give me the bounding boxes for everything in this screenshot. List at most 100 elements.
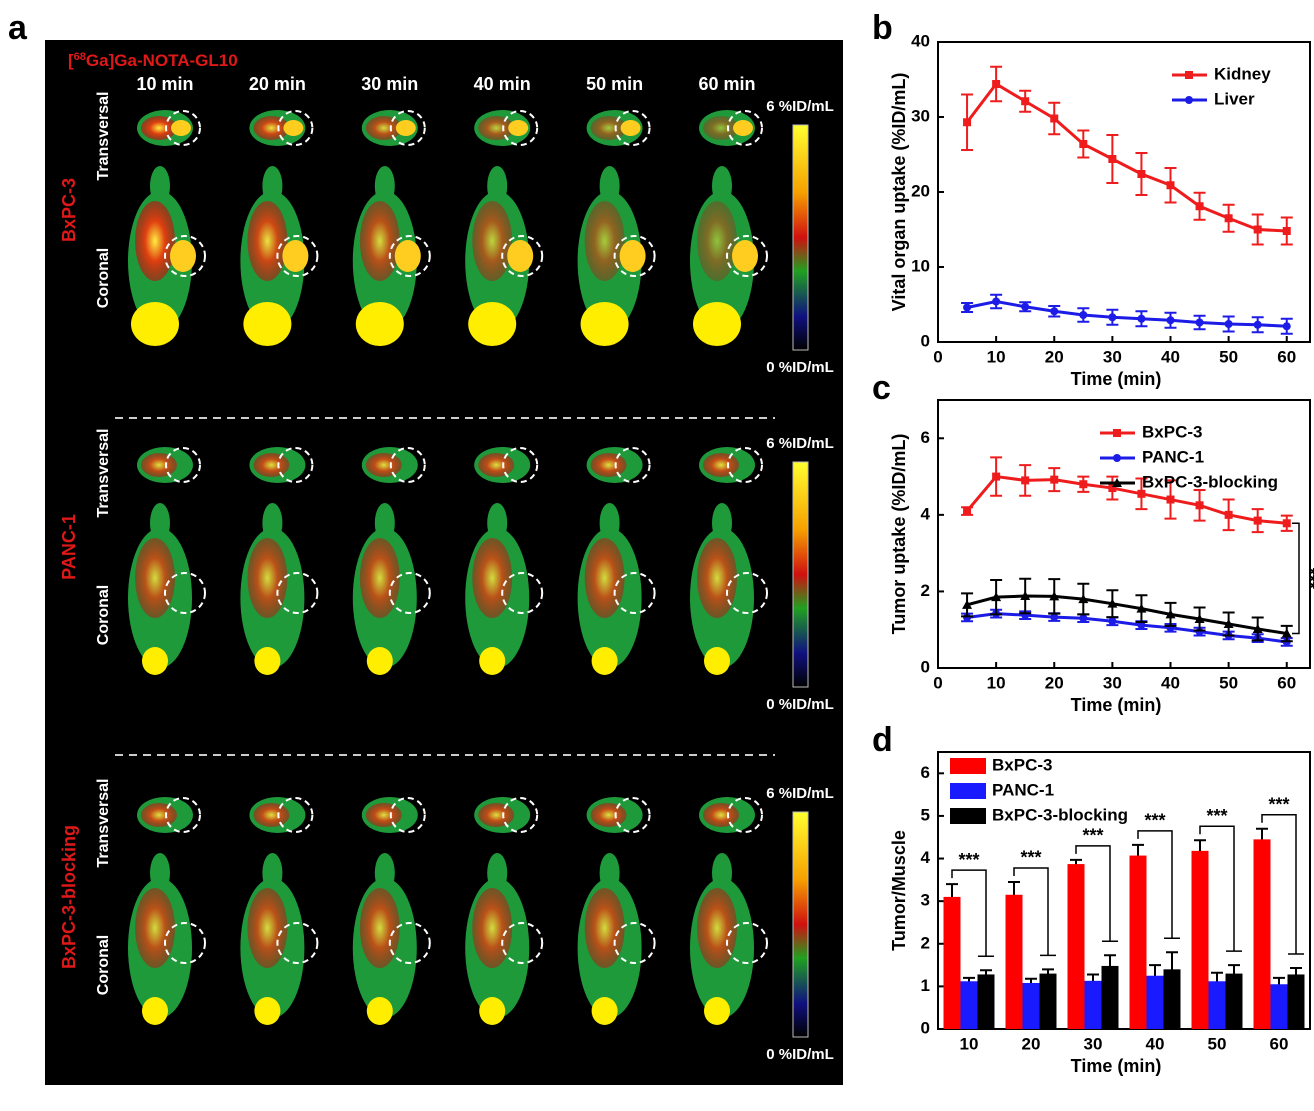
coronal-hotspot <box>697 538 737 618</box>
time-label: 20 min <box>249 74 306 94</box>
marker <box>1194 613 1205 623</box>
marker <box>1050 114 1059 123</box>
marker <box>1078 594 1089 604</box>
transversal-hotspot <box>478 453 515 477</box>
marker <box>1166 316 1175 325</box>
bladder <box>355 302 404 346</box>
transversal-hotspot <box>365 116 402 140</box>
time-label: 10 min <box>136 74 193 94</box>
colorbar <box>792 124 809 351</box>
marker <box>1252 623 1263 633</box>
significance-bracket <box>1292 522 1300 635</box>
x-tick-label: 40 <box>1161 673 1180 692</box>
coronal-hotspot <box>584 888 625 968</box>
x-tick-label: 60 <box>1277 347 1296 366</box>
coronal-hotspot <box>359 888 400 968</box>
tumor-outline <box>277 797 314 833</box>
marker <box>1108 155 1117 163</box>
bar <box>1022 982 1040 1029</box>
tumor-outline <box>165 797 201 833</box>
tumor-signal <box>171 120 191 136</box>
x-tick-label: 40 <box>1146 1034 1165 1053</box>
tumor-outline <box>726 572 768 614</box>
x-tick-label: 20 <box>1045 673 1064 692</box>
transversal-hotspot <box>703 803 739 827</box>
y-tick-label: 10 <box>911 256 930 275</box>
marker <box>1021 476 1030 485</box>
marker <box>1136 603 1147 613</box>
coronal-hotspot <box>135 538 175 618</box>
y-tick-label: 4 <box>921 504 931 523</box>
x-tick-label: 0 <box>933 673 942 692</box>
coronal-hotspot <box>359 201 400 281</box>
marker <box>1166 181 1175 190</box>
tumor-outline <box>501 572 544 614</box>
coronal-hotspot <box>247 538 288 618</box>
marker <box>1079 140 1088 148</box>
y-axis-label: Tumor uptake (%ID/mL) <box>889 434 909 635</box>
transversal-hotspot <box>253 803 290 827</box>
significance-label: *** <box>1268 794 1289 814</box>
transversal-hotspot <box>365 453 402 477</box>
tumor-outline <box>388 572 431 614</box>
y-axis-label: Vital organ uptake (%ID/mL) <box>889 73 909 312</box>
bar <box>1101 965 1119 1029</box>
marker <box>1253 225 1262 234</box>
tumor-outline <box>389 797 426 833</box>
marker <box>1282 322 1291 331</box>
bladder <box>479 997 506 1025</box>
coronal-hotspot <box>584 538 625 618</box>
coronal-hotspot <box>584 201 625 281</box>
bar <box>1146 975 1164 1029</box>
tumor-outline <box>502 110 539 146</box>
transversal-hotspot <box>590 453 627 477</box>
bladder <box>366 647 393 675</box>
bladder <box>693 302 741 346</box>
marker <box>992 297 1001 306</box>
x-tick-label: 50 <box>1219 347 1238 366</box>
tumor-outline <box>613 572 656 614</box>
legend-swatch <box>950 808 986 824</box>
bladder <box>131 302 179 346</box>
coronal-hotspot <box>697 888 737 968</box>
marker <box>1137 621 1146 630</box>
x-tick-label: 50 <box>1219 673 1238 692</box>
marker <box>992 80 1001 88</box>
view-label: Coronal <box>95 935 112 995</box>
marker <box>1137 489 1146 498</box>
marker <box>1020 591 1031 601</box>
marker <box>1224 214 1233 223</box>
tracer-part: Ga]Ga-NOTA-GL10 <box>86 51 238 70</box>
x-tick-label: 30 <box>1084 1034 1103 1053</box>
bladder <box>704 647 730 675</box>
panel-label: a <box>8 9 28 47</box>
significance-bracket <box>1199 825 1242 952</box>
x-tick-label: 30 <box>1103 347 1122 366</box>
y-tick-label: 2 <box>921 581 930 600</box>
marker <box>1107 598 1118 608</box>
coronal-hotspot <box>697 201 737 281</box>
x-tick-label: 20 <box>1045 347 1064 366</box>
marker <box>963 303 972 312</box>
coronal-hotspot <box>135 201 175 281</box>
y-axis-label: Tumor/Muscle <box>889 830 909 951</box>
marker <box>1050 307 1059 316</box>
y-tick-label: 4 <box>921 848 931 867</box>
scale-min: 0 %ID/mL <box>766 696 834 713</box>
significance-label: *** <box>958 850 979 870</box>
tumor-outline <box>727 797 763 833</box>
transversal-hotspot <box>590 116 627 140</box>
x-tick-label: 20 <box>1022 1034 1041 1053</box>
bladder <box>704 997 730 1025</box>
group-label: BxPC-3 <box>59 178 79 242</box>
transversal-hotspot <box>478 116 515 140</box>
bladder <box>591 647 618 675</box>
marker <box>1185 71 1193 79</box>
scale-max: 6 %ID/mL <box>766 98 834 115</box>
y-tick-label: 0 <box>921 657 930 676</box>
tumor-signal <box>619 240 646 272</box>
bar <box>1191 850 1209 1029</box>
marker <box>1112 478 1122 487</box>
marker <box>1195 318 1204 327</box>
transversal-hotspot <box>141 116 177 140</box>
